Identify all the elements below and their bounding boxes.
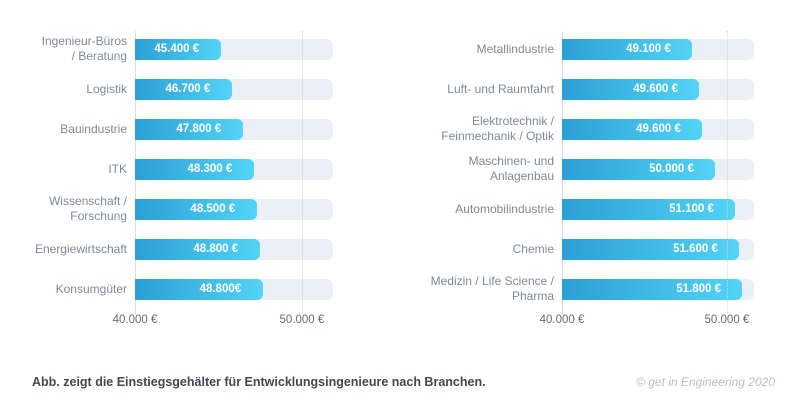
bar-track: 48.300 €: [135, 158, 333, 180]
category-label: Wissenschaft / Forschung: [48, 194, 127, 223]
bar-value-label: 48.800 €: [193, 243, 239, 255]
bar: 51.600 €: [562, 238, 740, 260]
bar-track: 49.600 €: [562, 118, 754, 140]
category-label: Chemie: [512, 241, 554, 256]
bar-track: 48.800 €: [135, 238, 333, 260]
bar-value-label: 48.500 €: [190, 203, 236, 215]
category-label: Bauindustrie: [60, 121, 127, 136]
chart-right-branchen: Metallindustrie Luft- und Raumfahrt Elek…: [398, 29, 754, 326]
bar-value-label: 47.800 €: [176, 123, 222, 135]
gridline-50000: [301, 31, 303, 313]
x-axis-tick-40000: 40.000 €: [112, 314, 158, 326]
bar-track: 48.500 €: [135, 198, 333, 220]
bar-row: 46.700 €: [135, 69, 333, 109]
category-label: Logistik: [86, 81, 127, 96]
category-label: Luft- und Raumfahrt: [447, 81, 554, 96]
bar-value-label: 49.600 €: [636, 123, 681, 135]
bar-value-label: 48.300 €: [187, 163, 233, 175]
bar-track: 46.700 €: [135, 78, 333, 100]
bar: 51.100 €: [562, 198, 735, 220]
bar: 49.600 €: [562, 78, 700, 100]
bar: 49.100 €: [562, 38, 692, 60]
bar-value-label: 45.400 €: [154, 43, 200, 55]
bar-row: 48.800€: [135, 269, 333, 309]
bar-track: 51.600 €: [562, 238, 754, 260]
bar: 49.600 €: [562, 118, 702, 140]
category-label: Konsumgüter: [55, 281, 127, 296]
plot-area: 45.400 € 46.700 € 47.800 €: [113, 29, 333, 326]
bar-track: 50.000 €: [562, 158, 754, 180]
bar-value-label: 48.800€: [199, 283, 242, 295]
figure-caption: Abb. zeigt die Einstiegsgehälter für Ent…: [32, 375, 486, 389]
bar-track: 49.600 €: [562, 78, 754, 100]
bar-row: 51.800 €: [562, 269, 754, 309]
bar: 48.300 €: [135, 158, 254, 180]
bar: 50.000 €: [562, 158, 716, 180]
bar-row: 48.500 €: [135, 189, 333, 229]
bar: 48.800€: [135, 278, 263, 300]
x-axis-tick-50000: 50.000 €: [704, 314, 750, 326]
bar-track: 48.800€: [135, 278, 333, 300]
category-label: ITK: [108, 161, 127, 176]
bar-row: 48.800 €: [135, 229, 333, 269]
bar: 48.800 €: [135, 238, 260, 260]
plot-area: 49.100 € 49.600 € 49.600 €: [540, 29, 754, 326]
bar-row: 48.300 €: [135, 149, 333, 189]
x-axis: 40.000 € 50.000 €: [113, 314, 333, 332]
bar-row: 45.400 €: [135, 29, 333, 69]
charts-container: Ingenieur-Büros / Beratung Logistik Baui…: [30, 29, 754, 326]
x-axis: 40.000 € 50.000 €: [540, 314, 754, 332]
bar-value-label: 51.800 €: [676, 283, 721, 295]
bar-row: 47.800 €: [135, 109, 333, 149]
bar-value-label: 51.600 €: [673, 243, 718, 255]
bar-value-label: 51.100 €: [669, 203, 714, 215]
bar-value-label: 49.100 €: [626, 43, 671, 55]
bar-track: 49.100 €: [562, 38, 754, 60]
bar-value-label: 46.700 €: [165, 83, 211, 95]
bar: 48.500 €: [135, 198, 257, 220]
category-label: Maschinen- und Anlagenbau: [468, 154, 554, 183]
bar-row: 49.600 €: [562, 109, 754, 149]
gridline-50000: [726, 31, 728, 313]
chart-left-branchen: Ingenieur-Büros / Beratung Logistik Baui…: [30, 29, 333, 326]
category-labels-column: Metallindustrie Luft- und Raumfahrt Elek…: [398, 29, 554, 309]
category-label: Elektrotechnik / Feinmechanik / Optik: [441, 114, 554, 143]
bar-track: 47.800 €: [135, 118, 333, 140]
bar-row: 51.100 €: [562, 189, 754, 229]
category-label: Ingenieur-Büros / Beratung: [41, 34, 127, 63]
bar-row: 51.600 €: [562, 229, 754, 269]
bar-track: 51.800 €: [562, 278, 754, 300]
bar-row: 49.100 €: [562, 29, 754, 69]
bar-row: 49.600 €: [562, 69, 754, 109]
category-label: Metallindustrie: [476, 41, 554, 56]
bar: 45.400 €: [135, 38, 221, 60]
x-axis-tick-50000: 50.000 €: [279, 314, 325, 326]
x-axis-tick-40000: 40.000 €: [539, 314, 585, 326]
bar-value-label: 50.000 €: [649, 163, 694, 175]
category-label: Energiewirtschaft: [34, 241, 127, 256]
bar-track: 51.100 €: [562, 198, 754, 220]
bar: 46.700 €: [135, 78, 233, 100]
category-label: Automobilindustrie: [455, 201, 554, 216]
bar: 47.800 €: [135, 118, 243, 140]
bar-row: 50.000 €: [562, 149, 754, 189]
copyright-credit: © get in Engineering 2020: [636, 375, 775, 389]
bar: 51.800 €: [562, 278, 743, 300]
bar-track: 45.400 €: [135, 38, 333, 60]
bar-value-label: 49.600 €: [633, 83, 678, 95]
footer: Abb. zeigt die Einstiegsgehälter für Ent…: [32, 375, 775, 389]
category-labels-column: Ingenieur-Büros / Beratung Logistik Baui…: [30, 29, 127, 309]
category-label: Medizin / Life Science / Pharma: [430, 274, 554, 303]
